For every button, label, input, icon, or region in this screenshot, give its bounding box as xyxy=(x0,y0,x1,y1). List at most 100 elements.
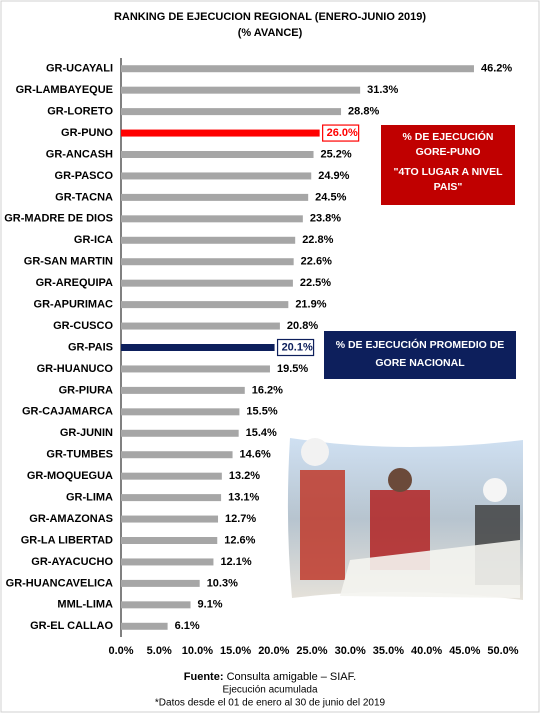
bar xyxy=(121,301,289,309)
bar xyxy=(121,215,303,223)
bar xyxy=(121,344,275,351)
y-tick-label: GR-LA LIBERTAD xyxy=(21,534,113,546)
bar xyxy=(121,172,312,180)
value-label: 16.2% xyxy=(252,384,283,396)
y-tick-label: MML-LIMA xyxy=(57,599,113,611)
y-tick-label: GR-AYACUCHO xyxy=(31,556,113,568)
bar xyxy=(121,622,168,630)
x-tick-label: 10.0% xyxy=(182,645,213,657)
bar xyxy=(121,236,296,244)
y-tick-label: GR-SAN MARTIN xyxy=(24,256,113,268)
source-text: Consulta amigable – SIAF. xyxy=(227,671,357,683)
y-tick-label: GR-LORETO xyxy=(47,106,113,118)
annotation-text: "4TO LUGAR A NIVEL xyxy=(393,166,503,178)
value-label: 31.3% xyxy=(367,84,398,96)
value-label: 22.5% xyxy=(300,277,331,289)
bar xyxy=(121,408,240,416)
annotation-box xyxy=(381,125,515,205)
bar xyxy=(121,86,361,94)
y-tick-label: GR-AMAZONAS xyxy=(29,513,113,525)
bar xyxy=(121,65,474,73)
bar xyxy=(121,601,191,609)
value-label: 21.9% xyxy=(295,299,326,311)
annotation-text: PAIS" xyxy=(434,181,463,193)
value-label-box xyxy=(276,338,315,357)
bar xyxy=(121,108,342,116)
annotation-text: % DE EJECUCIÓN PROMEDIO DE xyxy=(336,338,505,351)
bar xyxy=(121,451,233,459)
bar xyxy=(121,151,314,158)
bar xyxy=(121,365,270,373)
value-label: 20.1% xyxy=(282,341,313,353)
bar xyxy=(121,515,219,523)
value-label: 14.6% xyxy=(240,449,271,461)
y-tick-label: GR-MOQUEGUA xyxy=(27,470,113,482)
annotation-text: GORE NACIONAL xyxy=(375,357,465,369)
x-tick-label: 5.0% xyxy=(147,645,172,657)
y-tick-label: GR-CAJAMARCA xyxy=(22,406,113,418)
x-tick-label: 15.0% xyxy=(220,645,251,657)
bar xyxy=(121,494,222,502)
y-tick-label: GR-MADRE DE DIOS xyxy=(4,213,113,225)
value-label-box xyxy=(322,124,360,142)
y-tick-label: GR-LAMBAYEQUE xyxy=(16,84,113,96)
value-label: 22.6% xyxy=(301,256,332,268)
y-tick-label: GR-PAIS xyxy=(68,341,113,353)
value-label: 13.2% xyxy=(229,470,260,482)
chart-title: RANKING DE EJECUCION REGIONAL (ENERO-JUN… xyxy=(114,11,426,23)
x-tick-label: 45.0% xyxy=(449,645,480,657)
value-label: 20.8% xyxy=(287,320,318,332)
x-tick-label: 25.0% xyxy=(296,645,327,657)
bar xyxy=(121,537,218,544)
value-label: 15.4% xyxy=(246,427,277,439)
value-label: 23.8% xyxy=(310,213,341,225)
chart-subtitle: (% AVANCE) xyxy=(238,27,303,39)
bar xyxy=(121,386,245,394)
y-tick-label: GR-HUANUCO xyxy=(37,363,114,375)
bar xyxy=(121,258,294,266)
value-label: 12.6% xyxy=(224,534,255,546)
y-tick-label: GR-EL CALLAO xyxy=(30,620,113,632)
y-tick-label: GR-LIMA xyxy=(66,492,113,504)
bar xyxy=(121,193,309,201)
bar xyxy=(121,322,280,330)
value-label: 22.8% xyxy=(302,234,333,246)
value-label: 15.5% xyxy=(246,406,277,418)
bar xyxy=(121,129,320,137)
value-label: 19.5% xyxy=(277,363,308,375)
y-tick-label: GR-PIURA xyxy=(59,384,113,396)
y-tick-label: GR-APURIMAC xyxy=(34,299,113,311)
value-label: 24.9% xyxy=(318,170,349,182)
x-tick-label: 0.0% xyxy=(108,645,133,657)
bar xyxy=(121,429,239,437)
x-tick-label: 50.0% xyxy=(487,645,518,657)
source-label: Fuente: xyxy=(184,671,224,683)
bar xyxy=(121,579,200,587)
x-tick-label: 20.0% xyxy=(258,645,289,657)
y-tick-label: GR-AREQUIPA xyxy=(36,277,113,289)
y-tick-label: GR-PUNO xyxy=(61,127,113,139)
y-tick-label: GR-HUANCAVELICA xyxy=(6,577,113,589)
bar xyxy=(121,472,222,480)
value-label: 12.1% xyxy=(220,556,251,568)
y-tick-label: GR-JUNIN xyxy=(60,427,113,439)
bar xyxy=(121,558,214,566)
value-label: 10.3% xyxy=(207,577,238,589)
value-label: 26.0% xyxy=(327,127,358,139)
note: Ejecución acumulada xyxy=(222,685,317,696)
source: Fuente: Consulta amigable – SIAF. xyxy=(184,671,356,683)
y-tick-label: GR-TACNA xyxy=(55,191,113,203)
value-label: 6.1% xyxy=(175,620,200,632)
y-tick-label: GR-ANCASH xyxy=(46,148,113,160)
x-tick-label: 40.0% xyxy=(411,645,442,657)
value-label: 28.8% xyxy=(348,106,379,118)
x-tick-label: 30.0% xyxy=(335,645,366,657)
value-label: 25.2% xyxy=(321,148,352,160)
bar xyxy=(121,279,293,287)
note: *Datos desde el 01 de enero al 30 de jun… xyxy=(155,698,386,709)
value-label: 46.2% xyxy=(481,63,512,75)
value-label: 13.1% xyxy=(228,492,259,504)
y-tick-label: GR-ICA xyxy=(74,234,113,246)
annotation-text: GORE-PUNO xyxy=(416,146,481,158)
